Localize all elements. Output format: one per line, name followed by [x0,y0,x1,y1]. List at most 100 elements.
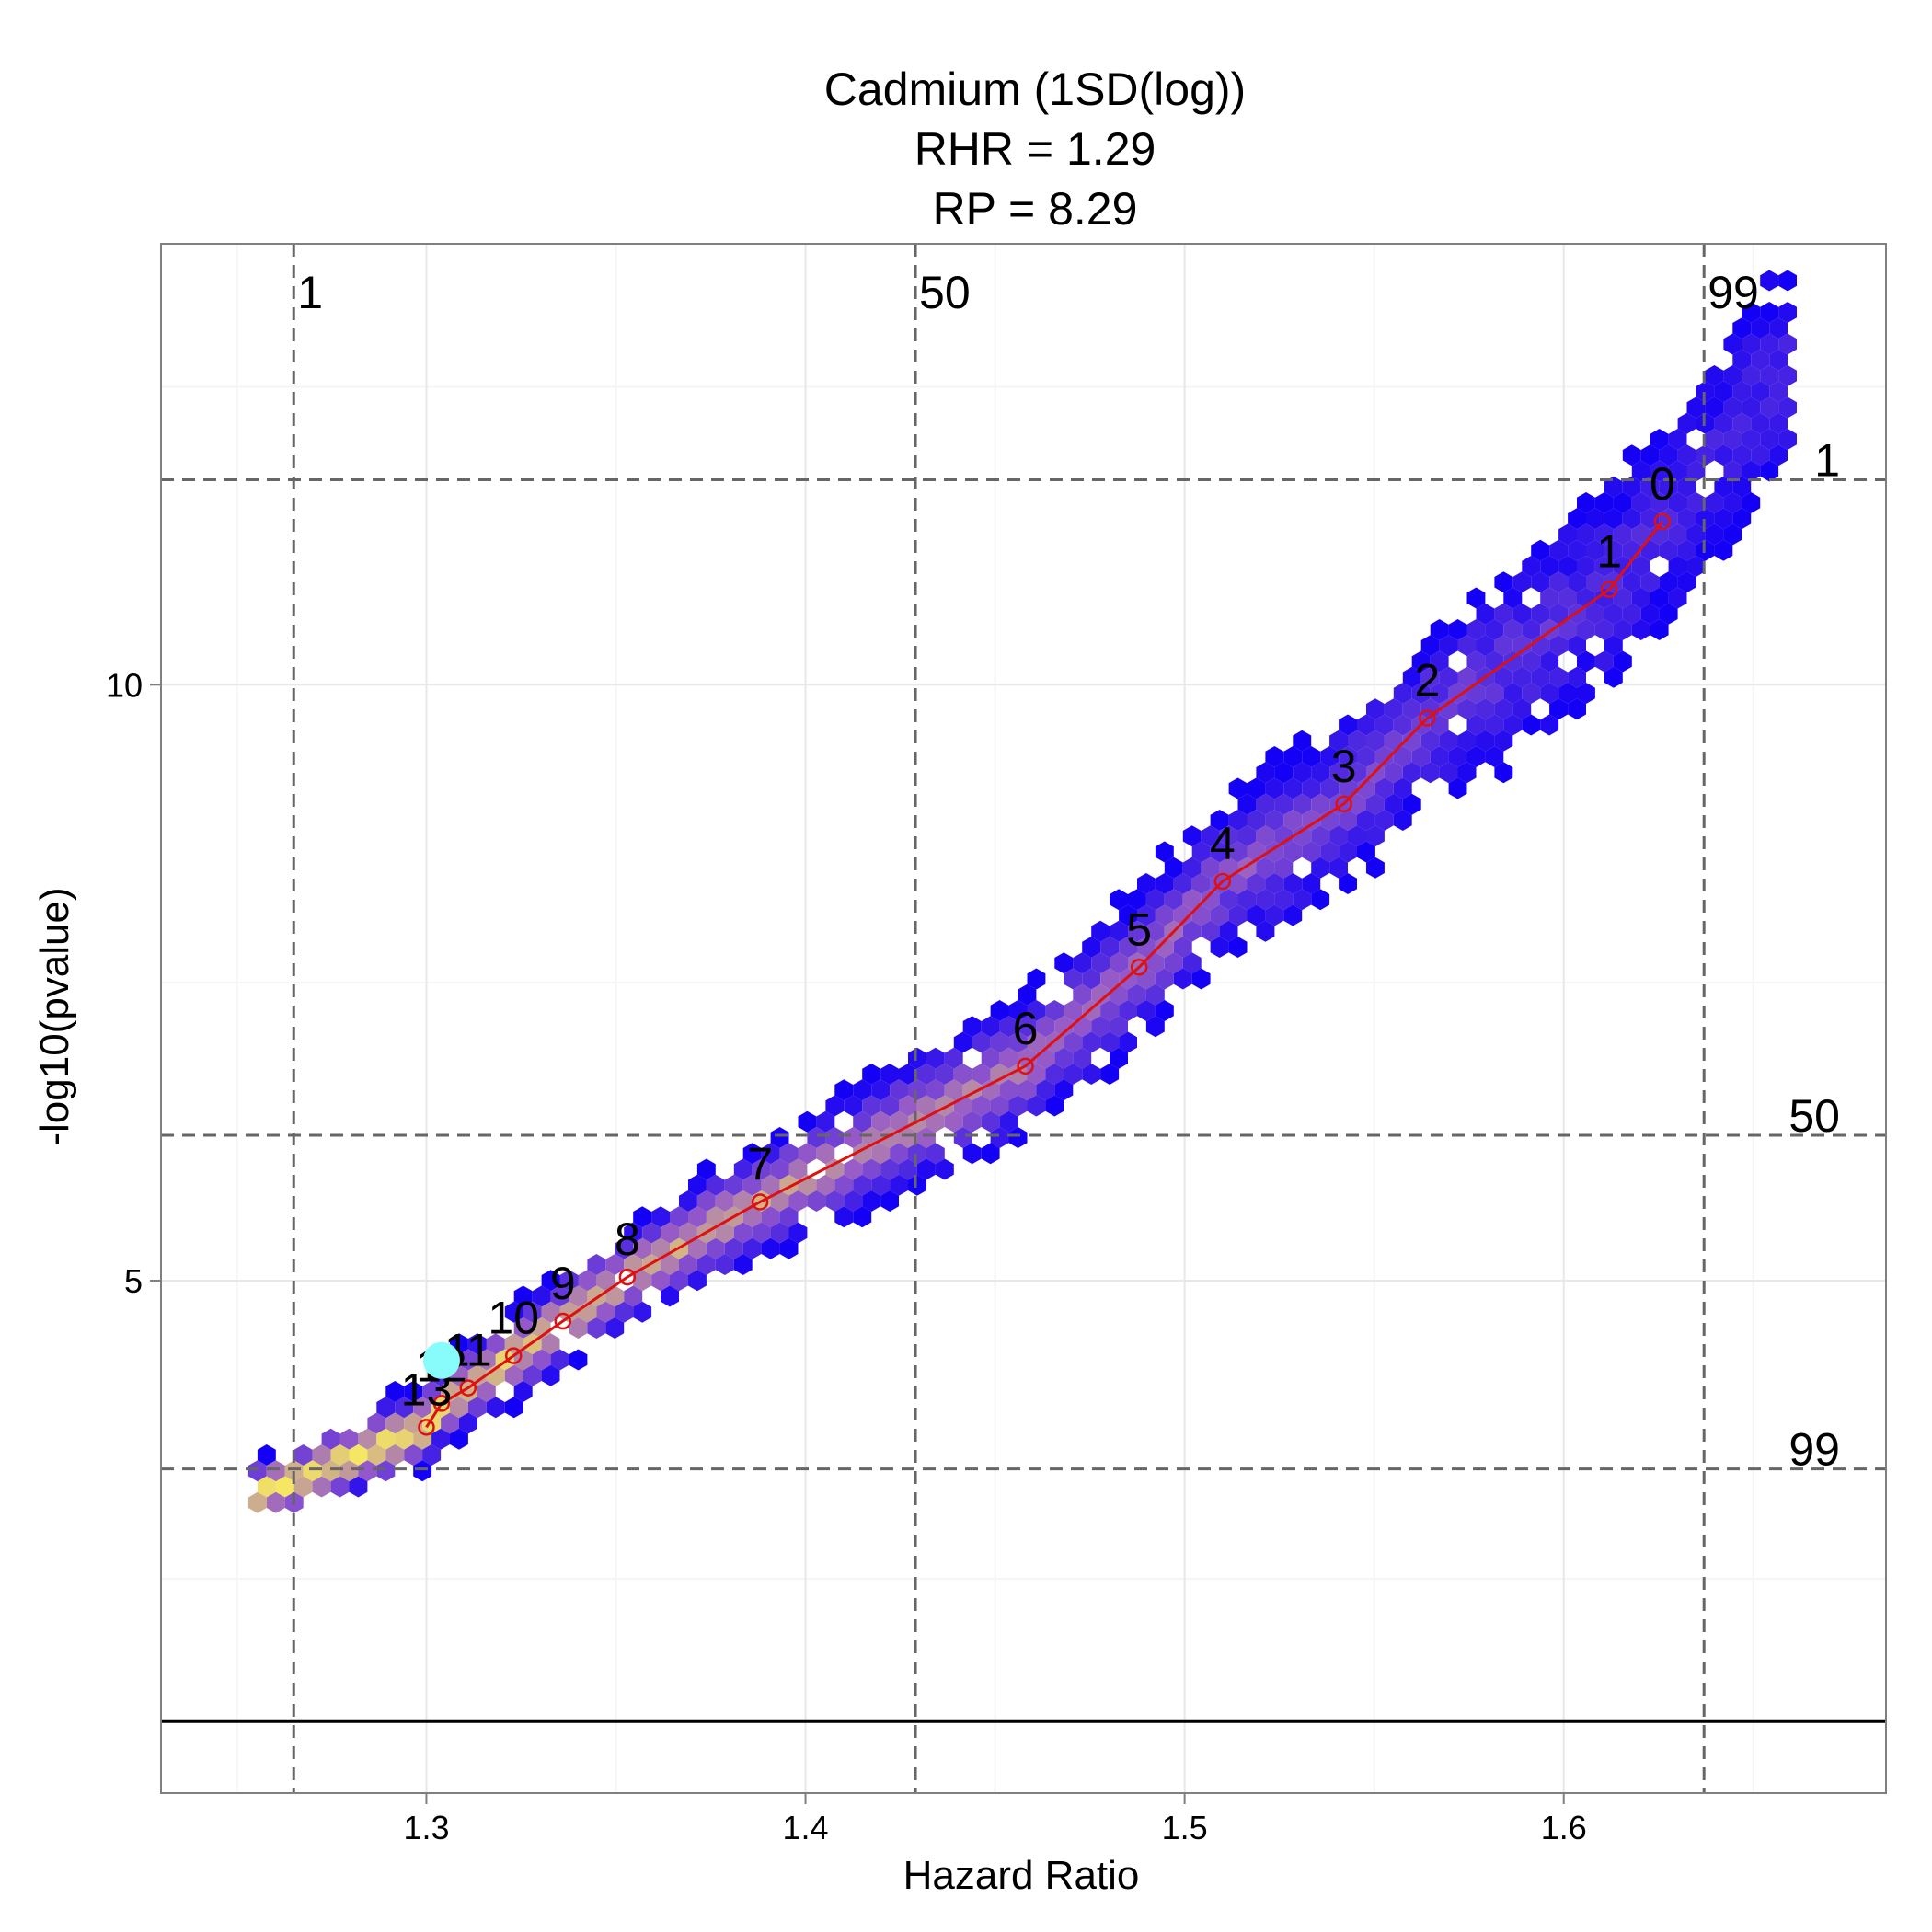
hex-cell [1540,587,1559,609]
hex-cell [1228,777,1248,799]
hex-cell [962,1143,982,1165]
hex-cell [1723,460,1742,482]
hex-cell [1448,746,1467,767]
hex-cell [1751,381,1770,403]
hex-cell [990,1127,1009,1148]
hex-cell [1778,302,1797,323]
hex-cell [825,1190,845,1212]
x-tick-label: 1.6 [1541,1809,1587,1846]
hex-cell [742,1143,762,1165]
hex-cell [825,1095,845,1117]
hex-cell [1668,523,1687,546]
hex-cell [1503,683,1523,704]
hex-cell [1237,825,1257,847]
hex-cell [1155,841,1174,863]
hex-cell [1283,746,1303,767]
hex-cell [1549,635,1569,657]
hex-cell [1402,698,1421,720]
hex-cell [467,1397,487,1419]
hex-cell [733,1222,753,1244]
hex-cell [1348,825,1366,847]
hex-cell [1577,492,1595,513]
hex-cell [916,1127,936,1148]
hex-cell [1082,1031,1101,1053]
hex-cell [1265,777,1284,799]
hex-cell [1339,841,1357,863]
hex-cell [834,1079,854,1101]
hex-cell [724,1237,743,1259]
hex-cell [559,1301,579,1323]
hex-cell [1164,889,1183,911]
hex-cell [1411,746,1431,767]
hex-cell [853,1174,872,1196]
hex-cell [670,1270,688,1292]
hex-cell [1659,444,1678,466]
hex-cell [1402,793,1421,815]
hex-cell [1145,952,1165,974]
hex-cell [1274,857,1294,879]
y-axis-label: -log10(pvalue) [32,887,77,1145]
hex-cell [1283,810,1303,831]
hex-cell [1677,476,1696,498]
hex-cell [862,1190,881,1212]
trend-point-8 [618,1268,637,1286]
hex-cell [1604,539,1623,561]
hex-cell [1348,762,1366,784]
hex-cell [293,1476,313,1498]
hex-cell [844,1095,863,1117]
trend-label-10: 10 [488,1293,539,1344]
hex-cell [1228,810,1248,831]
hex-cell [1705,492,1724,513]
hex-cell [1742,397,1761,419]
hex-cell [321,1428,340,1450]
hex-cell [908,1143,926,1165]
hex-cell [1256,857,1275,879]
hex-cell [321,1460,340,1482]
hex-cell [1145,889,1165,911]
hex-cell [788,1222,808,1244]
hex-cell [742,1237,762,1259]
hex-cell [770,1158,789,1180]
hex-cell [1091,920,1110,942]
hex-cell [761,1237,780,1259]
hex-cell [1558,683,1577,704]
hex-cell [615,1301,634,1323]
x-tick-label: 1.3 [403,1809,449,1846]
hex-cell [1448,619,1467,640]
hex-cell [1760,333,1779,355]
vertical-percentile-label: 99 [1708,267,1759,318]
hex-cell [1742,429,1761,450]
hex-cell [990,1031,1009,1053]
hex-cell [1145,1016,1165,1038]
hex-cell [688,1237,707,1259]
hex-cell [1760,270,1779,292]
hex-cell [990,1064,1009,1085]
hex-cell [1173,937,1192,958]
trend-label-6: 6 [1013,1003,1039,1054]
hex-cell [926,1047,945,1069]
horizontal-percentile-label: 50 [1788,1090,1840,1142]
trend-label-3: 3 [1331,741,1357,792]
hex-cell [587,1317,606,1339]
hex-cell [550,1349,569,1371]
hex-cell [605,1285,625,1307]
hex-cell [679,1190,697,1212]
trend-point-0 [1653,512,1672,531]
hex-cell [532,1349,551,1371]
hex-cell [413,1460,432,1482]
hex-cell [1110,889,1128,911]
hex-cell [1531,571,1550,593]
hex-cell [696,1254,716,1275]
hex-cell [1686,397,1706,419]
hex-cell [1732,508,1752,530]
hex-cell [1439,635,1458,657]
hex-cell [1293,793,1312,815]
hex-cell [1393,777,1412,799]
hex-cell [1631,460,1650,482]
hex-cell [275,1476,294,1498]
hex-cell [1549,571,1569,593]
trend-label-1: 1 [1596,526,1622,578]
hex-cell [550,1285,569,1307]
hex-cell [504,1301,523,1323]
hex-cell [1631,619,1650,640]
